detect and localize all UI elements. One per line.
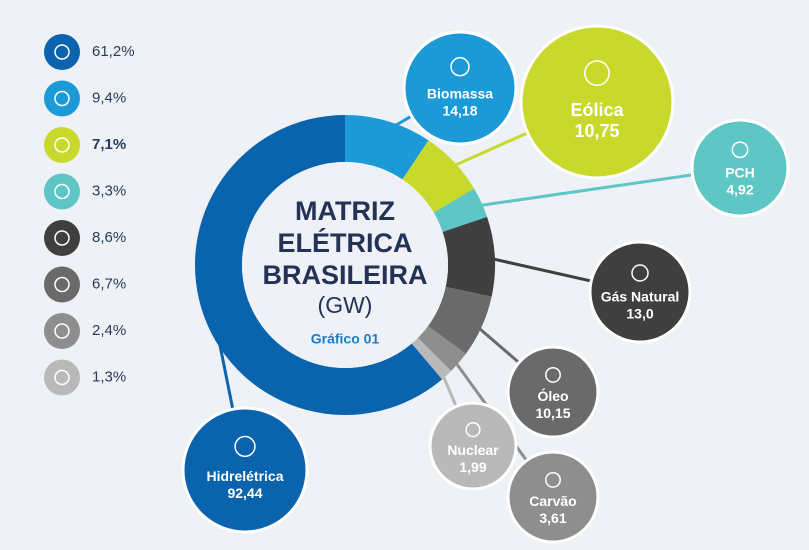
bubble: [519, 24, 675, 180]
bubble-name: Biomassa: [427, 85, 493, 101]
legend-label: 9,4%: [92, 89, 126, 106]
legend-icon: [54, 323, 70, 339]
donut-segment: [442, 216, 495, 297]
bubble-value: 10,75: [574, 121, 619, 141]
bubble-name: Óleo: [537, 387, 568, 404]
bubble: [506, 345, 600, 439]
bubble-value: 3,61: [539, 510, 566, 526]
bubble: [690, 118, 790, 218]
legend-label: 7,1%: [92, 136, 126, 153]
legend-swatch: [44, 34, 80, 70]
legend-label: 6,7%: [92, 275, 126, 292]
donut-hole: [242, 162, 448, 368]
bubble-icon: [450, 57, 470, 77]
bubble-name: Eólica: [570, 100, 624, 120]
legend-swatch: [44, 220, 80, 256]
center-title: MATRIZ: [295, 196, 395, 226]
center-subtitle: (GW): [318, 292, 373, 318]
bubble-value: 4,92: [726, 181, 753, 197]
bubble-icon: [584, 60, 610, 87]
donut-segment: [417, 326, 466, 372]
legend-swatch: [44, 80, 80, 117]
bubble-name: Hidrelétrica: [206, 468, 283, 484]
legend-label: 1,3%: [92, 368, 126, 385]
legend-label: 2,4%: [92, 322, 126, 339]
center-label: MATRIZ ELÉTRICA BRASILEIRA (GW) Gráfico …: [262, 196, 427, 347]
bubble-value: 10,15: [535, 405, 570, 421]
donut-segment: [402, 140, 475, 213]
bubble-icon: [631, 264, 649, 282]
bubble-name: Nuclear: [447, 442, 499, 458]
legend-icon: [54, 183, 70, 200]
legend-swatch: [44, 313, 80, 349]
bubble: [428, 401, 518, 491]
bubble-value: 14,18: [442, 102, 477, 118]
donut-segment: [411, 337, 452, 380]
bubble-value: 1,99: [459, 459, 486, 475]
center-caption: Gráfico 01: [311, 331, 380, 347]
bubble-icon: [234, 435, 256, 458]
center-title: BRASILEIRA: [262, 260, 427, 290]
legend-swatch: [44, 266, 80, 303]
legend-icon: [54, 90, 70, 107]
donut: [195, 115, 495, 415]
legend-label: 61,2%: [92, 43, 135, 60]
donut-segment: [195, 115, 443, 415]
bubble: [402, 30, 518, 146]
bubble-name: Gás Natural: [601, 289, 680, 305]
bubble: [588, 240, 692, 344]
legend: 61,2% 9,4% 7,1% 3,3% 8,6% 6,7% 2,4% 1,3%: [44, 34, 135, 396]
legend-swatch: [44, 173, 80, 210]
legend-icon: [54, 230, 70, 246]
bubble-icon: [465, 422, 481, 438]
donut-segment: [427, 286, 492, 354]
legend-label: 3,3%: [92, 182, 126, 199]
legend-icon: [54, 369, 70, 386]
donut-segment: [433, 188, 488, 232]
legend-icon: [54, 276, 70, 293]
donut-segment: [345, 115, 429, 180]
bubble: [181, 406, 309, 534]
bubble-name: PCH: [725, 164, 755, 180]
bubble-value: 13,0: [626, 306, 653, 322]
legend-swatch: [44, 359, 80, 396]
bubble: [506, 450, 600, 544]
bubble-value: 92,44: [227, 485, 262, 501]
legend-swatch: [44, 127, 80, 163]
bubble-icon: [731, 141, 749, 159]
bubble-name: Carvão: [529, 493, 576, 509]
legend-icon: [54, 137, 70, 153]
bubble-icon: [545, 471, 561, 488]
legend-label: 8,6%: [92, 229, 126, 246]
legend-icon: [54, 44, 70, 60]
center-title: ELÉTRICA: [278, 227, 413, 258]
bubble-icon: [545, 366, 561, 383]
